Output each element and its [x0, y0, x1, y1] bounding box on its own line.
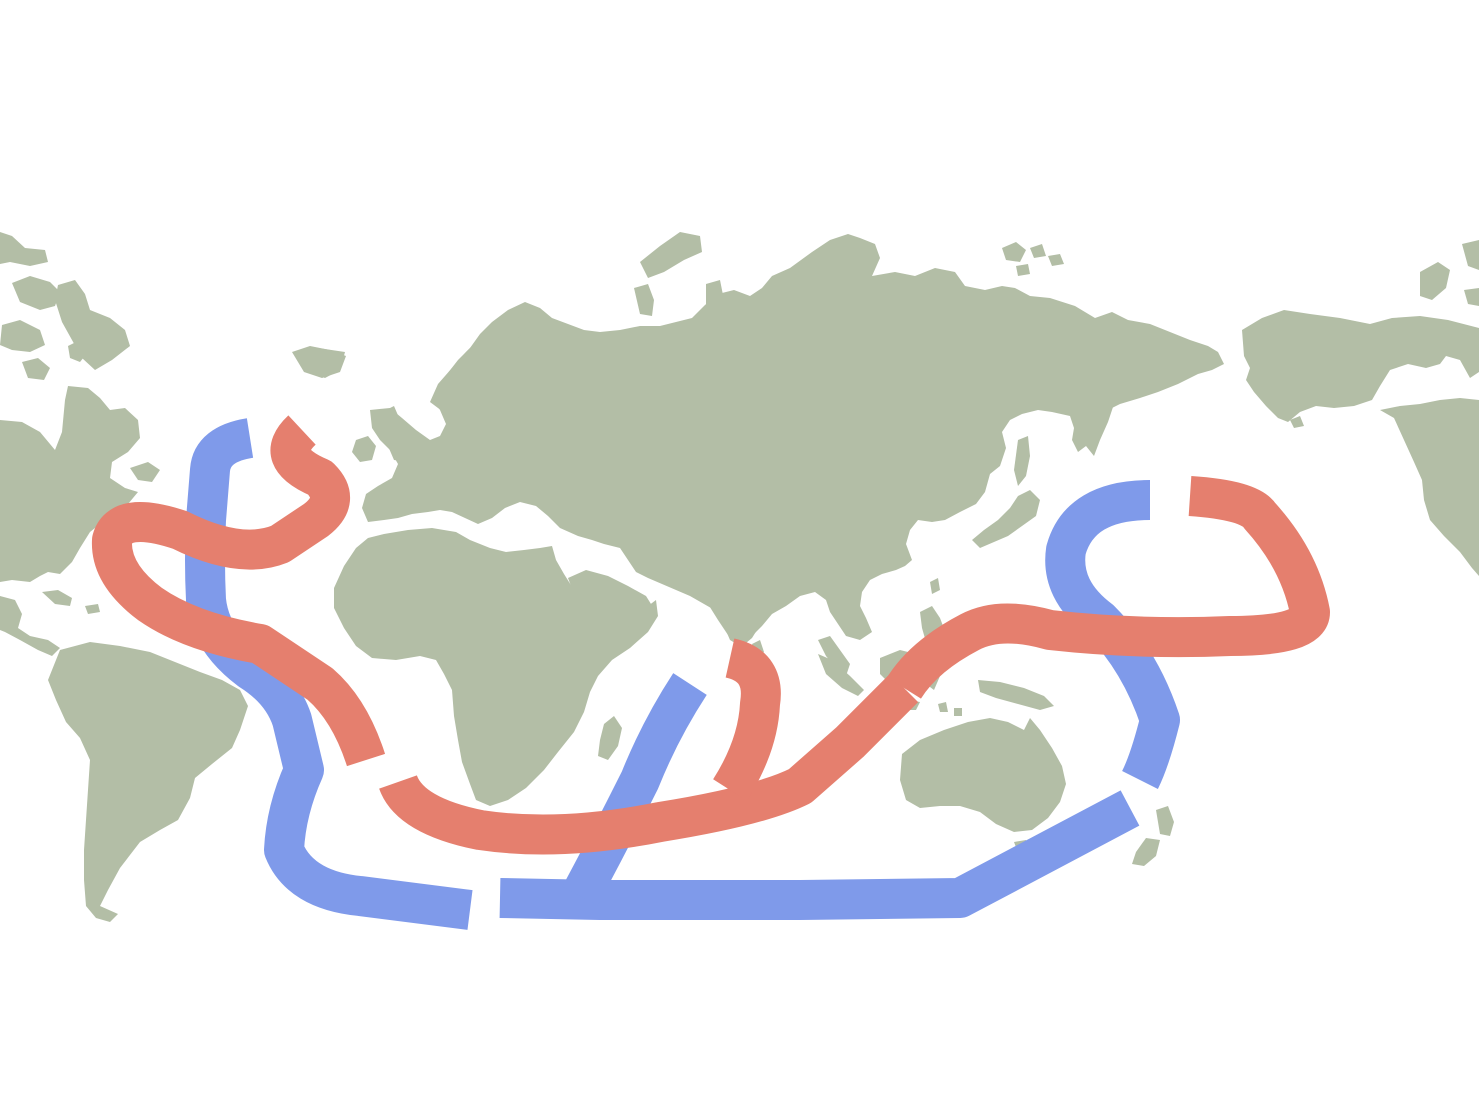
- warm-current-south-atlantic: [379, 673, 919, 855]
- land-new-zealand-north: [1156, 806, 1174, 836]
- land-scandinavia: [430, 312, 530, 414]
- land-canadian-arctic-3: [55, 280, 130, 370]
- land-central-america: [0, 596, 60, 656]
- land-arctic-islands-russia-2: [1002, 242, 1026, 262]
- land-japan: [972, 490, 1040, 548]
- land-arabia: [568, 570, 656, 630]
- land-hispaniola: [85, 604, 100, 614]
- land-malay-peninsula: [818, 636, 850, 676]
- land-aleutian: [1290, 416, 1304, 428]
- land-arctic-islands-russia-5: [1016, 264, 1030, 276]
- land-madagascar: [598, 716, 622, 760]
- warm-current-gulf-stream: [91, 415, 386, 767]
- land-taiwan: [930, 578, 940, 594]
- land-cuba: [42, 590, 72, 606]
- land-canadian-arctic-1: [0, 232, 48, 266]
- land-arctic-island-right-1: [1420, 262, 1450, 300]
- land-sakhalin: [1014, 436, 1030, 486]
- land-novaya-zemlya: [634, 284, 654, 316]
- landmasses: [0, 232, 1479, 922]
- land-canadian-arctic-6: [68, 340, 88, 362]
- land-western-canada: [1380, 398, 1479, 576]
- land-small-island-2: [954, 708, 962, 716]
- land-alaska: [1242, 310, 1479, 422]
- warm-currents: [91, 415, 1330, 855]
- land-svalbard: [640, 232, 702, 278]
- land-arctic-island-right-2: [1462, 240, 1479, 270]
- land-canadian-arctic-4: [0, 320, 45, 352]
- land-arctic-islands-russia-1: [706, 280, 724, 342]
- land-india: [700, 584, 762, 648]
- land-australia: [900, 718, 1066, 832]
- land-arctic-islands-russia-4: [1048, 254, 1064, 266]
- warm-current-pacific: [887, 476, 1330, 700]
- land-north-america: [0, 386, 140, 582]
- land-new-guinea: [978, 680, 1054, 710]
- cold-current-southern-ocean: [499, 790, 1140, 920]
- land-arctic-island-right-3: [1464, 288, 1479, 306]
- land-eurasia: [362, 234, 1224, 646]
- land-small-island-1: [938, 702, 948, 712]
- land-new-zealand-south: [1132, 838, 1160, 866]
- land-canadian-arctic-5: [22, 358, 50, 380]
- warm-current-indian-ocean: [712, 638, 781, 801]
- land-iceland: [292, 346, 346, 378]
- land-sumatra: [818, 654, 864, 696]
- land-africa: [334, 528, 658, 806]
- land-newfoundland: [130, 462, 160, 482]
- land-arctic-islands-russia-3: [1030, 244, 1046, 258]
- land-south-america: [48, 642, 248, 922]
- land-canadian-arctic-2: [12, 276, 60, 310]
- cold-current-indian-ocean: [562, 673, 707, 906]
- land-great-britain: [382, 406, 416, 462]
- land-ireland: [352, 436, 376, 462]
- land-kamchatka: [1086, 394, 1114, 456]
